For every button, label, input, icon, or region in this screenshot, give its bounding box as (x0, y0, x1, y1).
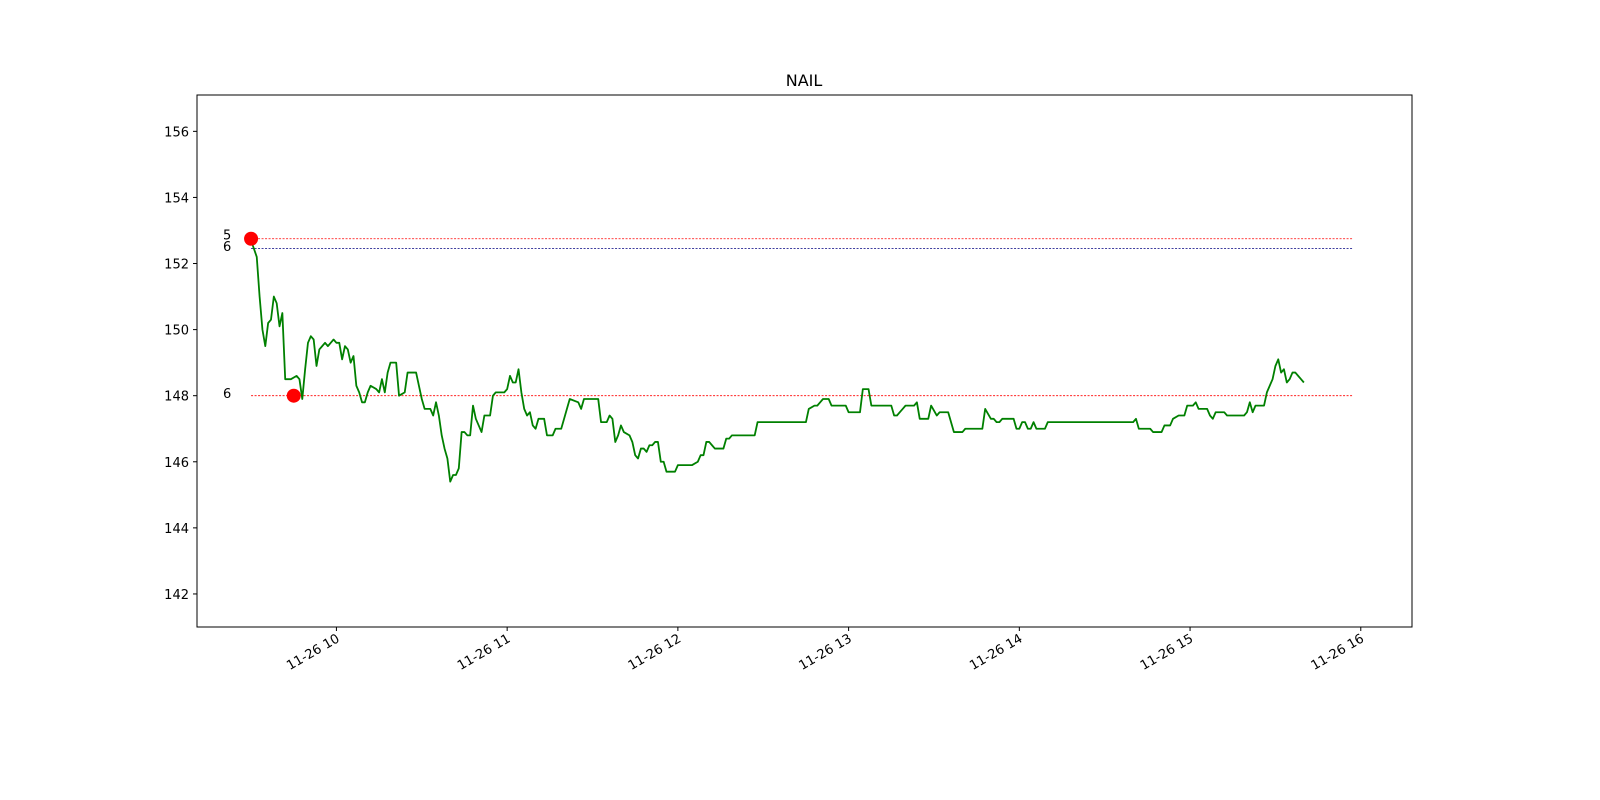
y-tick-label-1: 144 (164, 522, 189, 537)
y-tick-label-0: 142 (164, 588, 189, 603)
annotation-label-1: 6 (223, 240, 231, 255)
y-tick-label-2: 146 (164, 456, 189, 471)
series-line-0 (250, 240, 1305, 483)
y-tick-label-4: 150 (164, 324, 189, 339)
axes-frame (196, 94, 1413, 628)
annotation-label-2: 6 (223, 387, 231, 402)
annotation-label-0: 5 (223, 228, 231, 243)
chart-title: NAIL (786, 71, 823, 90)
marker-point-1 (286, 388, 301, 403)
marker-point-0 (244, 231, 259, 246)
plot-area: 566 (223, 228, 1353, 483)
y-tick-label-7: 156 (164, 125, 189, 140)
y-tick-label-3: 148 (164, 390, 189, 405)
y-tick-label-6: 154 (164, 191, 189, 206)
y-tick-label-5: 152 (164, 258, 189, 273)
